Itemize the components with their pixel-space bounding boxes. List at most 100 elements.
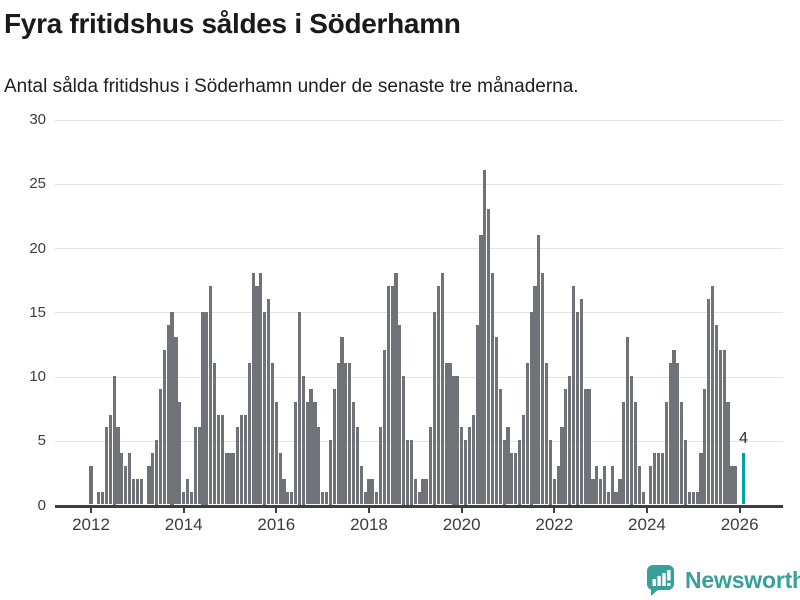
bar: [475, 324, 479, 505]
y-axis-label: 30: [29, 111, 46, 128]
bar: [297, 311, 302, 505]
bar: [722, 350, 726, 505]
bar: [537, 234, 541, 505]
y-axis-label: 20: [29, 239, 46, 257]
bar: [259, 273, 263, 505]
bar: [201, 311, 205, 505]
bar: [556, 465, 560, 505]
bar: [683, 440, 688, 505]
bar: [467, 427, 471, 505]
newsworthy-logo: Newsworthy: [643, 562, 800, 598]
bar: [270, 363, 275, 505]
bar: [251, 273, 255, 505]
bar: [599, 478, 603, 505]
x-tick-mark: [182, 507, 185, 513]
bar: [212, 363, 217, 505]
newsworthy-icon: [643, 562, 677, 598]
x-axis-label: 2016: [257, 514, 296, 534]
bar: [371, 478, 375, 505]
bar: [375, 491, 379, 505]
bar: [286, 491, 290, 505]
bar: [610, 465, 614, 505]
bar: [382, 350, 387, 505]
bar: [691, 491, 695, 505]
bar: [216, 414, 220, 505]
x-axis-label: 2012: [72, 514, 110, 534]
bar: [711, 286, 715, 505]
bar: [263, 311, 267, 505]
bar: [660, 453, 664, 505]
bar: [135, 478, 139, 505]
gridline: [55, 119, 783, 121]
bar: [641, 491, 645, 505]
bar: [100, 491, 105, 505]
bar: [104, 427, 109, 505]
bar: [394, 273, 398, 505]
chart-subtitle: Antal sålda fritidshus i Söderhamn under…: [4, 76, 579, 97]
gridline: [55, 376, 783, 378]
x-tick-mark: [460, 507, 463, 513]
gridline: [55, 440, 783, 442]
bar: [120, 453, 124, 505]
bar: [653, 453, 657, 505]
bar: [541, 273, 545, 505]
bar: [139, 478, 143, 505]
bar: [147, 465, 151, 505]
bar: [351, 401, 356, 505]
bar: [301, 376, 305, 505]
y-axis-label: 10: [29, 368, 46, 385]
bar: [421, 478, 425, 505]
bar: [247, 363, 251, 505]
bar: [440, 273, 444, 505]
bar: [490, 273, 495, 505]
bar: [274, 401, 278, 505]
bar: [406, 440, 410, 505]
bar: [707, 298, 711, 505]
bar: [591, 478, 595, 505]
bar: [209, 286, 213, 505]
bar: [533, 286, 537, 505]
bar: [564, 388, 568, 505]
gridline: [55, 248, 783, 249]
bar: [575, 311, 580, 505]
bar: [444, 363, 448, 505]
bar: [89, 465, 93, 505]
bar: [649, 465, 653, 505]
bar: [664, 401, 668, 505]
bar: [452, 376, 456, 505]
bar: [348, 363, 352, 505]
bar: [282, 478, 286, 505]
x-tick-mark: [738, 507, 741, 513]
bar: [463, 440, 468, 505]
bar: [378, 427, 383, 505]
bar: [718, 350, 722, 505]
bar: [278, 453, 282, 505]
bar: [309, 388, 313, 505]
bar: [355, 427, 359, 505]
bar: [618, 478, 622, 505]
bar: [622, 401, 626, 505]
y-axis-label: 0: [37, 496, 46, 514]
bar: [328, 440, 332, 505]
bar: [587, 388, 591, 505]
bar: [734, 465, 738, 505]
bar: [390, 286, 394, 505]
bar: [726, 401, 730, 505]
bar: [529, 311, 533, 505]
bar: [425, 478, 429, 505]
bar: [606, 491, 610, 505]
bar: [487, 208, 491, 505]
bar: [305, 401, 309, 505]
bar: [402, 376, 406, 505]
bar: [332, 388, 336, 505]
bar: [514, 453, 518, 505]
bar: [510, 453, 514, 505]
x-axis-label: 2022: [535, 514, 574, 534]
bar: [417, 491, 421, 505]
bar: [224, 453, 228, 505]
bar: [629, 376, 634, 505]
bar: [108, 414, 112, 505]
bar: [155, 440, 159, 505]
bar: [131, 478, 136, 505]
